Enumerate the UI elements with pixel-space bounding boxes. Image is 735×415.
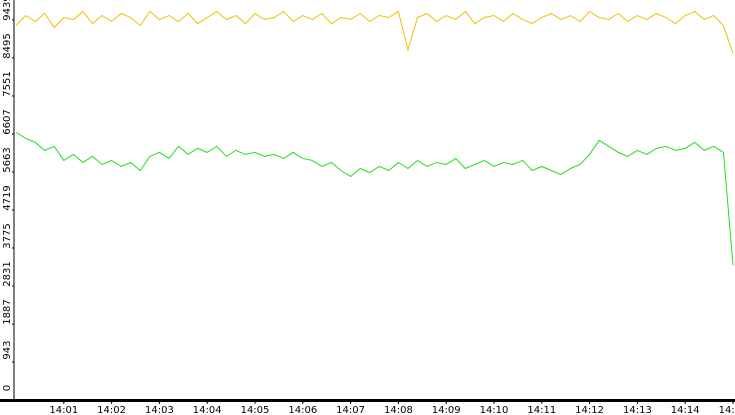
- x-tick-label: 14:12: [575, 405, 604, 415]
- y-tick-label: 943: [2, 340, 13, 359]
- x-tick-label: 14:01: [49, 405, 78, 415]
- y-tick-label: 2831: [2, 261, 13, 286]
- x-tick-label: 14:04: [193, 405, 222, 415]
- y-tick-label: 6607: [2, 109, 13, 134]
- series-line: [15, 131, 734, 266]
- x-tick-label: 14:07: [336, 405, 365, 415]
- x-tick-label: 14:02: [97, 405, 126, 415]
- y-tick-label: 1887: [2, 299, 13, 324]
- series-line: [15, 10, 734, 54]
- x-tick-label: 14:03: [145, 405, 174, 415]
- y-tick-label: 3775: [2, 223, 13, 248]
- y-tick-label: 5663: [2, 147, 13, 172]
- x-tick-label: 14:14: [671, 405, 700, 415]
- x-tick-label: 14:10: [480, 405, 509, 415]
- y-tick-label: 0: [2, 385, 13, 391]
- x-tick-label: 14:08: [384, 405, 413, 415]
- x-axis: [0, 399, 735, 402]
- x-tick-label: 14:06: [288, 405, 317, 415]
- y-tick-label: 4719: [2, 185, 13, 210]
- x-tick-label: 14:11: [527, 405, 556, 415]
- x-tick-label: 14:09: [432, 405, 461, 415]
- y-tick-label: 8495: [2, 33, 13, 58]
- y-tick-label: 9439: [2, 0, 13, 21]
- x-tick-label: 14:15: [719, 405, 735, 415]
- x-tick-label: 14:05: [241, 405, 270, 415]
- y-tick-label: 7551: [2, 71, 13, 96]
- x-tick-label: 14:13: [623, 405, 652, 415]
